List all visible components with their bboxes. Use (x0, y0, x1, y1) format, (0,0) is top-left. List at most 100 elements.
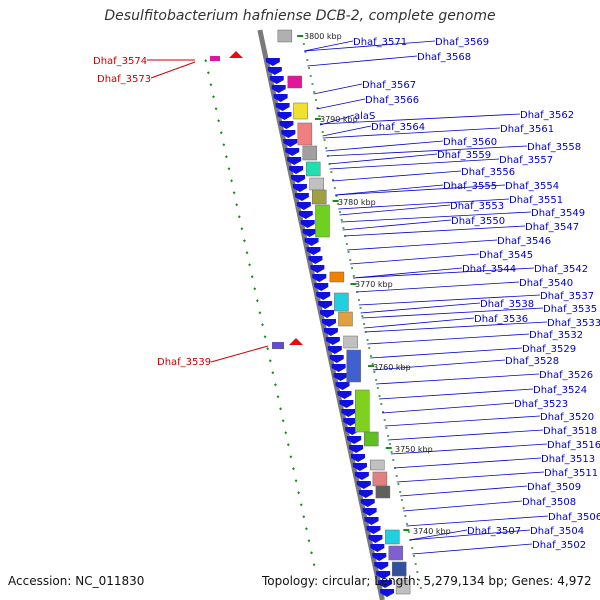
leader-line (322, 127, 501, 139)
gene-label[interactable]: Dhaf_3520 (540, 412, 594, 423)
gene-label[interactable]: Dhaf_3553 (450, 201, 504, 212)
gene-label[interactable]: Dhaf_3526 (539, 370, 593, 381)
leader-line (343, 225, 526, 237)
tick-dot (209, 83, 213, 87)
gene-label[interactable]: Dhaf_3561 (500, 124, 554, 135)
gene-arrow (370, 544, 385, 552)
gene-label[interactable]: Dhaf_3550 (451, 216, 505, 227)
gene-label[interactable]: Dhaf_3566 (365, 95, 419, 106)
gene-label[interactable]: Dhaf_3538 (480, 299, 534, 310)
gene-label-dhaf-3574[interactable]: Dhaf_3574 (93, 56, 147, 67)
gene-label[interactable]: Dhaf_3506 (548, 512, 600, 523)
leader-line (409, 529, 531, 541)
leader-line (349, 253, 480, 265)
gene-block (287, 75, 302, 89)
leader-line (384, 415, 541, 427)
tick-dot (204, 59, 208, 63)
gene-arrow (331, 364, 346, 372)
tick-dot (279, 407, 283, 411)
gene-label[interactable]: Dhaf_3536 (474, 314, 528, 325)
gene-label[interactable]: Dhaf_3554 (505, 181, 559, 192)
gene-label[interactable]: Dhaf_3559 (437, 150, 491, 161)
gene-label[interactable]: Dhaf_3523 (514, 399, 568, 410)
gene-label[interactable]: Dhaf_3551 (509, 195, 563, 206)
leader-line (382, 402, 515, 414)
leader-line (358, 294, 541, 306)
tick-dot (286, 443, 290, 447)
reverse-gene-block (272, 342, 284, 349)
gene-label[interactable]: Dhaf_3508 (522, 497, 576, 508)
gene-arrow (352, 463, 367, 471)
gene-label[interactable]: Dhaf_3529 (522, 344, 576, 355)
gene-label[interactable]: Dhaf_3567 (362, 80, 416, 91)
gene-arrow (265, 58, 280, 66)
tick-dot (284, 431, 288, 435)
leader-line (356, 281, 520, 293)
gene-label[interactable]: alaS (354, 111, 375, 122)
gene-label[interactable]: Dhaf_3513 (541, 454, 595, 465)
gene-block (309, 177, 324, 191)
gene-block (343, 335, 358, 349)
gene-label-dhaf-3573[interactable]: Dhaf_3573 (97, 74, 151, 85)
gene-block (305, 161, 321, 177)
gene-arrow (374, 562, 389, 570)
gene-label[interactable]: Dhaf_3560 (443, 137, 497, 148)
gene-arrow (327, 346, 342, 354)
gene-label[interactable]: Dhaf_3502 (532, 540, 586, 551)
gene-label[interactable]: Dhaf_3511 (544, 468, 598, 479)
leader-line (406, 515, 549, 527)
leader-line (396, 471, 545, 483)
gene-label[interactable]: Dhaf_3571 (353, 37, 407, 48)
gene-label[interactable]: Dhaf_3569 (435, 37, 489, 48)
gene-label[interactable]: Dhaf_3504 (530, 526, 584, 537)
leader-dhaf-3573 (150, 61, 196, 79)
gene-label[interactable]: Dhaf_3549 (531, 208, 585, 219)
reverse-gene-markers (210, 51, 303, 349)
leader-line (367, 333, 530, 345)
topology-summary: Topology: circular; Length: 5,279,134 bp… (262, 574, 592, 588)
genome-title: Desulfitobacterium hafniense DCB-2, comp… (104, 8, 496, 24)
gene-label[interactable]: Dhaf_3533 (547, 318, 600, 329)
gene-arrow (306, 247, 321, 255)
gene-label[interactable]: Dhaf_3524 (533, 385, 587, 396)
gene-arrow (285, 148, 300, 156)
tick-dot (297, 491, 301, 495)
tick-dot (310, 551, 313, 555)
gene-label[interactable]: Dhaf_3562 (520, 110, 574, 121)
gene-label[interactable]: Dhaf_3546 (497, 236, 551, 247)
gene-label[interactable]: Dhaf_3545 (479, 250, 533, 261)
gene-block (391, 561, 407, 577)
gene-arrow (358, 490, 373, 498)
gene-label[interactable]: Dhaf_3542 (534, 264, 588, 275)
tick-dot (292, 467, 295, 471)
gene-label[interactable]: Dhaf_3532 (529, 330, 583, 341)
gene-label[interactable]: Dhaf_3537 (540, 291, 594, 302)
gene-label[interactable]: Dhaf_3528 (505, 356, 559, 367)
gene-label[interactable]: Dhaf_3557 (499, 155, 553, 166)
gene-arrow (267, 67, 282, 75)
gene-arrow (321, 319, 336, 327)
gene-label[interactable]: Dhaf_3535 (543, 304, 597, 315)
gene-label[interactable]: Dhaf_3507 (467, 526, 521, 537)
leader-line (340, 211, 532, 223)
gene-label[interactable]: Dhaf_3564 (371, 122, 425, 133)
gene-block (297, 122, 313, 146)
gene-label[interactable]: Dhaf_3518 (543, 426, 597, 437)
gene-label[interactable]: Dhaf_3509 (527, 482, 581, 493)
gene-label[interactable]: Dhaf_3555 (443, 181, 497, 192)
gene-label-dhaf-3539[interactable]: Dhaf_3539 (157, 357, 211, 368)
gene-label[interactable]: Dhaf_3547 (525, 222, 579, 233)
gene-label[interactable]: Dhaf_3540 (519, 278, 573, 289)
gene-label[interactable]: Dhaf_3568 (417, 52, 471, 63)
leader-line (372, 359, 506, 371)
gene-label[interactable]: Dhaf_3556 (461, 167, 515, 178)
kbp-label-3770: 3770 kbp (355, 280, 393, 289)
leader-line (387, 429, 544, 441)
gene-arrow (318, 301, 333, 309)
gene-label[interactable]: Dhaf_3516 (547, 440, 600, 451)
tick-dot (276, 395, 280, 399)
gene-arrow (300, 220, 315, 228)
gene-label[interactable]: Dhaf_3544 (462, 264, 516, 275)
reverse-gene-block (210, 56, 220, 61)
gene-label[interactable]: Dhaf_3558 (527, 142, 581, 153)
